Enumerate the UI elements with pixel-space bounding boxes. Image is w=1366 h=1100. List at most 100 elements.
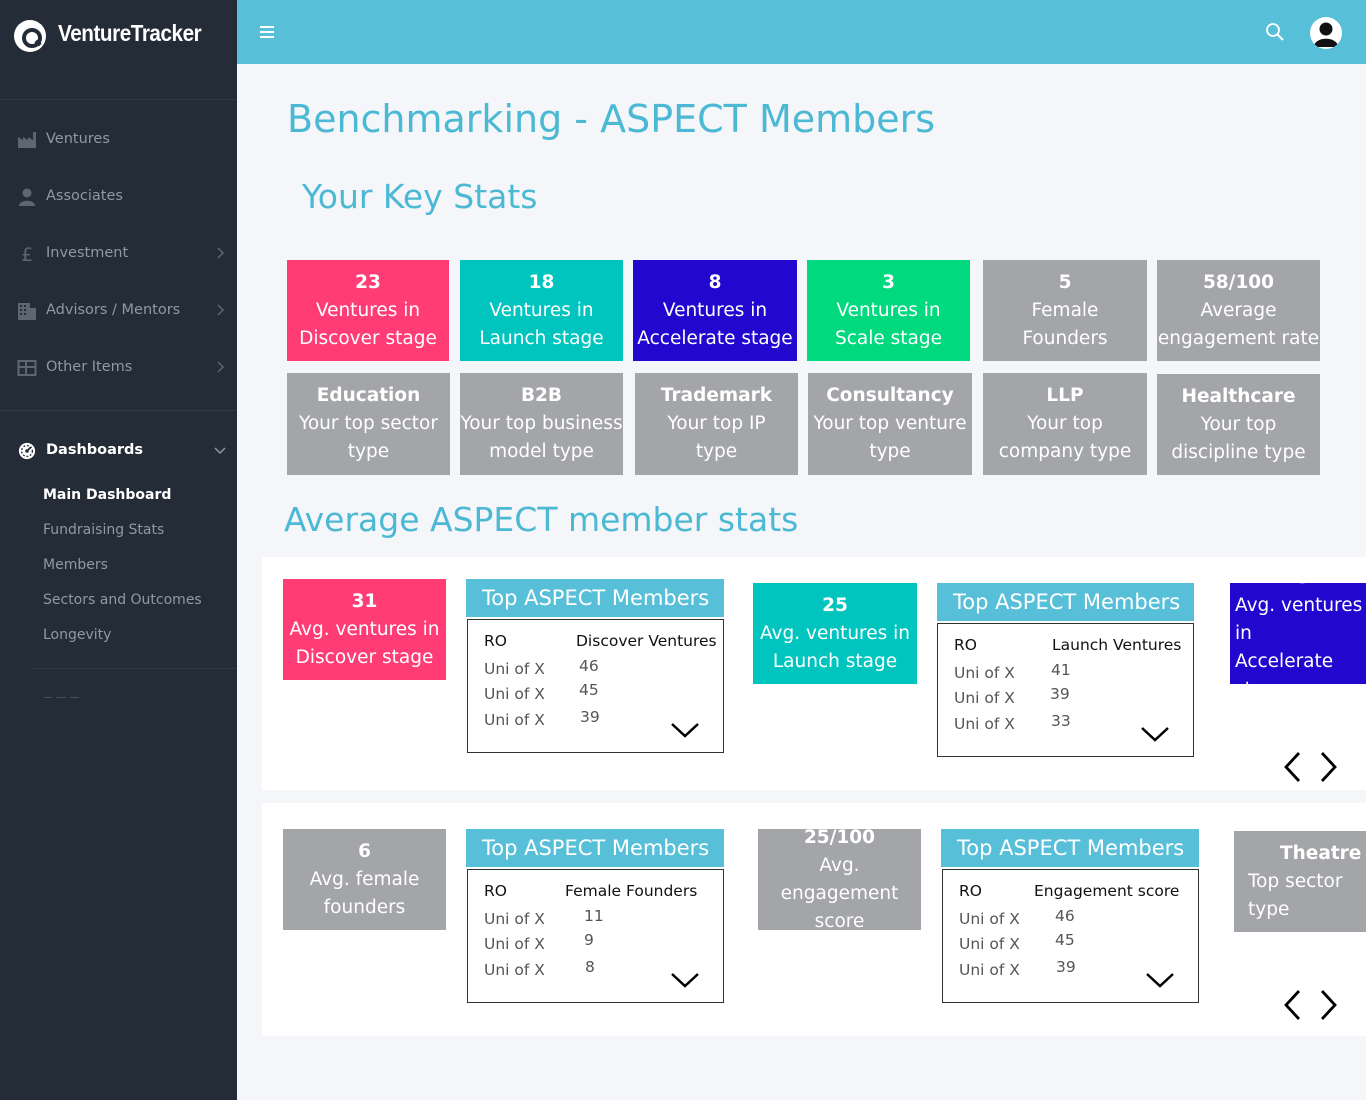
column-header-ro: RO bbox=[484, 882, 507, 900]
table-row-ro: Uni of X bbox=[484, 711, 545, 729]
chevron-right-icon bbox=[217, 304, 225, 316]
avg-tile-top-sector: Theatre Top sector type bbox=[1234, 831, 1366, 932]
carousel-prev-button[interactable] bbox=[1281, 750, 1303, 784]
avg-tile-launch: 25 Avg. ventures in Launch stage bbox=[753, 583, 917, 684]
chevron-down-icon[interactable] bbox=[1139, 724, 1171, 744]
sidebar-item-label: Associates bbox=[46, 188, 123, 204]
chevron-right-icon bbox=[217, 361, 225, 373]
table-row-value: 45 bbox=[1055, 931, 1075, 949]
sidebar-subitem-main-dashboard[interactable]: Main Dashboard bbox=[43, 487, 172, 503]
chevron-down-icon[interactable] bbox=[669, 970, 701, 990]
sidebar-subitem-sectors-and-outcomes[interactable]: Sectors and Outcomes bbox=[43, 592, 202, 608]
stat-label: Your top sector type bbox=[299, 413, 438, 462]
stat-label: Your top venture type bbox=[813, 413, 967, 462]
stat-value: Education bbox=[316, 385, 421, 406]
carousel-prev-button[interactable] bbox=[1281, 988, 1303, 1022]
sidebar-divider bbox=[0, 410, 237, 411]
sidebar-divider bbox=[30, 668, 237, 669]
sidebar-subitem-longevity[interactable]: Longevity bbox=[43, 627, 112, 643]
sidebar-item-label: Other Items bbox=[46, 359, 133, 375]
stat-value: Trademark bbox=[660, 385, 773, 406]
stat-label: Ventures in Launch stage bbox=[479, 299, 604, 349]
stat-value: 8 bbox=[708, 271, 722, 293]
top-members-table: RO Female Founders Uni of X 11 Uni of X … bbox=[467, 869, 724, 1003]
top-members-table: RO Launch Ventures Uni of X 41 Uni of X … bbox=[937, 623, 1194, 757]
sidebar-subitem-members[interactable]: Members bbox=[43, 557, 108, 573]
stat-label: Avg. female founders bbox=[309, 868, 420, 918]
table-row-ro: Uni of X bbox=[959, 961, 1020, 979]
stat-tile-scale: 3 Ventures in Scale stage bbox=[807, 260, 970, 361]
sidebar-item-label: Advisors / Mentors bbox=[46, 302, 181, 318]
sidebar-item-label: Dashboards bbox=[46, 442, 144, 458]
table-row-ro: Uni of X bbox=[484, 935, 545, 953]
table-row-value: 46 bbox=[1055, 907, 1075, 925]
stat-tile-top-business-model: B2B Your top business model type bbox=[460, 373, 623, 475]
column-header-ro: RO bbox=[954, 636, 977, 654]
avatar[interactable] bbox=[1310, 17, 1342, 49]
stat-value: 23 bbox=[355, 271, 381, 293]
page-title: Benchmarking - ASPECT Members bbox=[287, 97, 936, 141]
stat-label: Your top discipline type bbox=[1171, 413, 1306, 463]
top-members-table: RO Engagement score Uni of X 46 Uni of X… bbox=[942, 869, 1199, 1003]
stat-value: 25 bbox=[822, 594, 848, 616]
stat-tile-engagement-rate: 58/100 Average engagement rate bbox=[1157, 260, 1320, 361]
sidebar-item-advisors-mentors[interactable]: Advisors / Mentors bbox=[0, 291, 237, 331]
table-row-ro: Uni of X bbox=[959, 910, 1020, 928]
column-header-ro: RO bbox=[959, 882, 982, 900]
table-row-value: 39 bbox=[1056, 958, 1076, 976]
column-header-value: Discover Ventures bbox=[576, 632, 717, 650]
stat-tile-female-founders: 5 Female Founders bbox=[983, 260, 1147, 361]
avg-tile-engagement-score: 25/100 Avg. engagement score bbox=[758, 829, 921, 930]
stat-label: Your top business model type bbox=[460, 413, 623, 462]
table-row-value: 33 bbox=[1051, 712, 1071, 730]
avg-tile-discover: 31 Avg. ventures in Discover stage bbox=[283, 579, 446, 680]
sidebar-item-other-items[interactable]: Other Items bbox=[0, 348, 237, 388]
brand[interactable]: VentureTracker bbox=[0, 0, 237, 100]
sidebar-item-investment[interactable]: £ Investment bbox=[0, 234, 237, 274]
carousel-next-button[interactable] bbox=[1318, 750, 1340, 784]
stat-label: Your top IP type bbox=[667, 413, 766, 462]
svg-text:£: £ bbox=[21, 245, 33, 263]
factory-icon bbox=[18, 132, 36, 148]
stat-label: Ventures in Accelerate stage bbox=[637, 299, 793, 349]
search-icon[interactable] bbox=[1265, 22, 1285, 42]
user-icon bbox=[19, 188, 35, 206]
hamburger-menu-icon[interactable] bbox=[259, 24, 275, 40]
table-row-value: 45 bbox=[579, 681, 599, 699]
carousel-next-button[interactable] bbox=[1318, 988, 1340, 1022]
dashboard-icon bbox=[18, 442, 36, 460]
stat-label: Ventures in Scale stage bbox=[834, 299, 942, 349]
stat-tile-launch: 18 Ventures in Launch stage bbox=[460, 260, 623, 361]
table-row-value: 11 bbox=[584, 907, 604, 925]
stat-value: 31 bbox=[351, 590, 378, 612]
key-stats-title: Your Key Stats bbox=[302, 177, 538, 216]
sidebar-item-label: Ventures bbox=[46, 131, 110, 147]
column-header-value: Female Founders bbox=[565, 882, 698, 900]
table-row-ro: Uni of X bbox=[954, 664, 1015, 682]
stat-label: Avg. ventures in Discover stage bbox=[289, 618, 440, 668]
table-row-value: 9 bbox=[584, 931, 594, 949]
sidebar-item-dashboards[interactable]: Dashboards bbox=[0, 431, 237, 471]
table-row-value: 39 bbox=[1050, 685, 1070, 703]
stat-value: B2B bbox=[520, 385, 563, 406]
table-row-value: 39 bbox=[580, 708, 600, 726]
table-row-ro: Uni of X bbox=[484, 685, 545, 703]
chevron-down-icon[interactable] bbox=[1144, 970, 1176, 990]
sidebar-item-ventures[interactable]: Ventures bbox=[0, 120, 237, 160]
sidebar-item-associates[interactable]: Associates bbox=[0, 177, 237, 217]
table-row-value: 41 bbox=[1051, 661, 1071, 679]
stat-value: Consultancy bbox=[826, 385, 954, 406]
top-members-table: RO Discover Ventures Uni of X 46 Uni of … bbox=[467, 619, 724, 753]
stat-value: 3 bbox=[1297, 583, 1310, 592]
stat-label: Female Founders bbox=[1022, 299, 1108, 349]
stat-label: Average engagement rate bbox=[1157, 299, 1320, 349]
sidebar-item-label: Investment bbox=[46, 245, 129, 261]
table-row-ro: Uni of X bbox=[954, 689, 1015, 707]
table-row-ro: Uni of X bbox=[954, 715, 1015, 733]
stat-value: 25/100 bbox=[803, 829, 876, 848]
sidebar-subitem-fundraising-stats[interactable]: Fundraising Stats bbox=[43, 522, 165, 538]
chevron-down-icon[interactable] bbox=[669, 720, 701, 740]
table-row-value: 8 bbox=[585, 958, 595, 976]
top-members-heading: Top ASPECT Members bbox=[937, 583, 1194, 621]
stat-label: Ventures in Discover stage bbox=[299, 299, 437, 349]
